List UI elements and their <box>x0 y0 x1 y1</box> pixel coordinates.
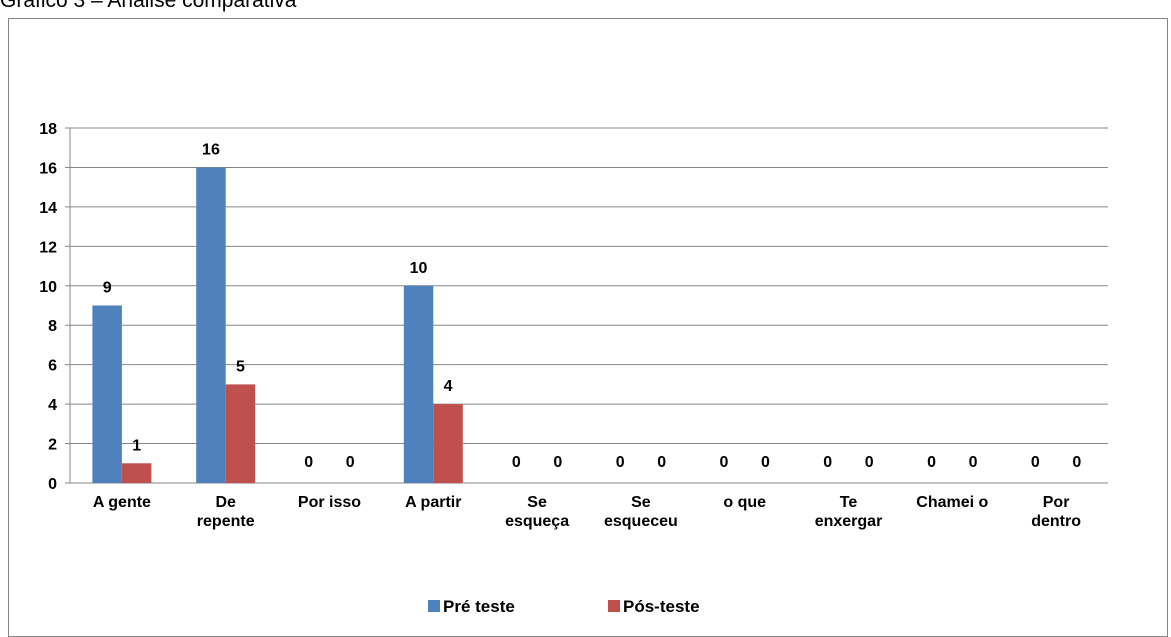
y-tick-label: 0 <box>48 476 57 493</box>
x-tick-label: A partir <box>405 494 461 511</box>
y-tick-label: 18 <box>39 121 57 138</box>
data-label: 0 <box>512 454 521 471</box>
y-tick-label: 4 <box>48 397 57 414</box>
data-label: 0 <box>657 454 666 471</box>
data-label: 0 <box>865 454 874 471</box>
data-label: 0 <box>823 454 832 471</box>
legend-swatch <box>608 600 620 612</box>
data-label: 0 <box>969 454 978 471</box>
data-label: 0 <box>346 454 355 471</box>
data-label: 10 <box>410 260 428 277</box>
data-label: 0 <box>304 454 313 471</box>
data-label: 0 <box>1072 454 1081 471</box>
y-tick-label: 2 <box>48 437 57 454</box>
x-tick-label: Por dentro <box>1031 494 1081 530</box>
legend-swatch <box>428 600 440 612</box>
data-label: 0 <box>927 454 936 471</box>
y-tick-label: 12 <box>39 239 57 256</box>
bar <box>92 305 122 483</box>
data-label: 0 <box>616 454 625 471</box>
x-tick-label: De repente <box>197 494 255 530</box>
x-tick-label: Te enxergar <box>815 494 883 530</box>
data-label: 0 <box>761 454 770 471</box>
y-tick-label: 10 <box>39 279 57 296</box>
bar <box>225 384 256 483</box>
data-label: 0 <box>1031 454 1040 471</box>
data-label: 1 <box>132 437 141 454</box>
x-tick-label: A gente <box>93 494 151 511</box>
data-label: 0 <box>553 454 562 471</box>
y-tick-label: 6 <box>48 358 57 375</box>
x-tick-label: Chamei o <box>916 494 988 511</box>
data-label: 16 <box>202 141 220 158</box>
bar <box>196 167 226 483</box>
x-tick-label: Se esqueça <box>505 494 569 530</box>
data-label: 9 <box>103 280 112 297</box>
y-tick-label: 14 <box>39 200 57 217</box>
bar <box>121 463 152 483</box>
x-tick-label: Se esqueceu <box>604 494 678 530</box>
x-tick-label: Por isso <box>298 494 361 511</box>
y-tick-label: 8 <box>48 318 57 335</box>
chart-title: Gráfico 3 – Análise comparativa <box>0 0 297 12</box>
x-tick-label: o que <box>723 494 766 511</box>
y-tick-label: 16 <box>39 160 57 177</box>
data-label: 0 <box>719 454 728 471</box>
chart-frame <box>8 18 1168 637</box>
data-label: 4 <box>444 378 453 395</box>
legend-label: Pós-teste <box>623 597 700 616</box>
data-label: 5 <box>236 358 245 375</box>
bar <box>403 285 434 483</box>
legend-label: Pré teste <box>443 597 515 616</box>
bar <box>433 404 463 483</box>
